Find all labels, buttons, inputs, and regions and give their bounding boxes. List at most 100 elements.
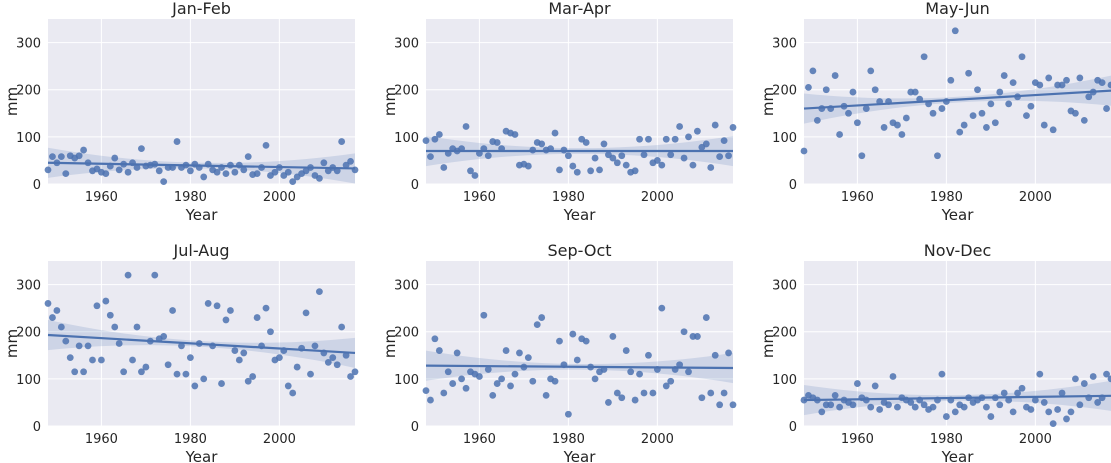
data-point: [275, 354, 283, 362]
data-point: [978, 109, 986, 117]
x-tick-label: 1960: [85, 432, 118, 447]
data-point: [685, 133, 692, 141]
data-point: [240, 166, 248, 174]
data-point: [89, 356, 96, 364]
data-point: [155, 167, 163, 175]
data-point: [702, 314, 710, 321]
data-point: [97, 356, 105, 364]
data-point: [831, 72, 839, 79]
data-point: [609, 333, 617, 340]
data-point: [502, 347, 510, 354]
data-point: [702, 140, 710, 148]
data-point: [62, 170, 70, 178]
data-point: [449, 380, 457, 387]
y-tick-label: 0: [789, 420, 797, 435]
data-point: [818, 408, 826, 416]
data-point: [689, 161, 697, 169]
y-axis-label: mm: [381, 87, 399, 116]
data-point: [1076, 74, 1084, 82]
x-tick-label: 1980: [930, 190, 963, 205]
data-point: [542, 391, 550, 399]
data-point: [827, 401, 835, 409]
data-point: [942, 413, 950, 420]
subplot-title: Nov-Dec: [924, 241, 992, 260]
subplot-1: 0 100 200 300 1960 1980 2000 Jan-Feb Year mm: [3, 0, 359, 224]
data-point: [974, 86, 981, 94]
data-point: [524, 354, 532, 362]
x-axis-label: Year: [941, 448, 975, 463]
subplot-title: Jul-Aug: [173, 241, 230, 260]
data-point: [1000, 72, 1008, 79]
data-point: [662, 135, 670, 143]
data-point: [329, 354, 337, 362]
data-point: [49, 314, 56, 321]
data-point: [564, 152, 572, 160]
data-point: [929, 109, 937, 117]
subplot-6: 0 100 200 300 1960 1980 2000 Nov-Dec Year mm: [759, 241, 1111, 463]
x-tick-label: 1960: [463, 190, 496, 205]
data-point: [1080, 116, 1088, 124]
data-point: [862, 105, 870, 112]
data-point: [231, 168, 239, 176]
data-point: [293, 363, 301, 371]
y-axis-label: mm: [3, 87, 21, 116]
data-point: [498, 375, 506, 383]
data-point: [1040, 121, 1048, 129]
data-point: [431, 135, 439, 143]
data-point: [253, 314, 261, 321]
data-point: [698, 394, 706, 402]
y-axis-label: mm: [381, 329, 399, 358]
data-point: [138, 145, 145, 153]
data-point: [1036, 370, 1044, 378]
data-point: [1107, 81, 1111, 89]
data-point: [898, 131, 906, 138]
data-point: [1045, 408, 1053, 416]
y-tick-label: 300: [394, 279, 419, 294]
data-point: [66, 354, 74, 362]
data-point: [124, 168, 132, 176]
data-point: [1054, 406, 1062, 413]
trend-line: [803, 89, 1111, 110]
data-point: [53, 307, 61, 314]
data-point: [338, 323, 346, 331]
data-point: [262, 141, 270, 149]
data-point: [427, 396, 434, 404]
data-point: [622, 347, 630, 354]
plot-area: [426, 261, 733, 426]
y-tick-label: 100: [16, 131, 41, 146]
x-tick-label: 1980: [552, 432, 585, 447]
y-tick-label: 300: [16, 279, 41, 294]
x-axis-label: Year: [563, 206, 597, 224]
data-point: [645, 135, 652, 143]
data-point: [435, 131, 443, 138]
data-point: [44, 166, 52, 174]
x-axis-label: Year: [941, 206, 975, 224]
data-point: [573, 168, 581, 176]
data-point: [106, 311, 114, 319]
data-point: [1089, 373, 1097, 380]
data-point: [605, 399, 612, 406]
data-point: [671, 135, 679, 143]
data-point: [173, 370, 181, 378]
data-point: [1009, 408, 1017, 416]
data-point: [938, 105, 946, 112]
data-point: [324, 358, 332, 366]
data-point: [680, 328, 688, 336]
data-point: [853, 380, 861, 387]
data-point: [1072, 109, 1079, 117]
data-point: [80, 368, 87, 376]
data-point: [84, 342, 92, 350]
data-point: [1005, 396, 1013, 404]
data-point: [1031, 396, 1039, 404]
data-point: [849, 88, 857, 96]
y-tick-label: 200: [394, 84, 419, 99]
data-point: [1085, 93, 1093, 101]
y-tick-label: 100: [394, 131, 419, 146]
data-point: [711, 351, 719, 359]
data-point: [938, 370, 946, 378]
data-point: [422, 387, 430, 395]
x-tick-label: 1980: [930, 432, 963, 447]
trend-line: [47, 333, 356, 355]
data-point: [213, 168, 221, 176]
y-tick-label: 100: [772, 373, 797, 388]
